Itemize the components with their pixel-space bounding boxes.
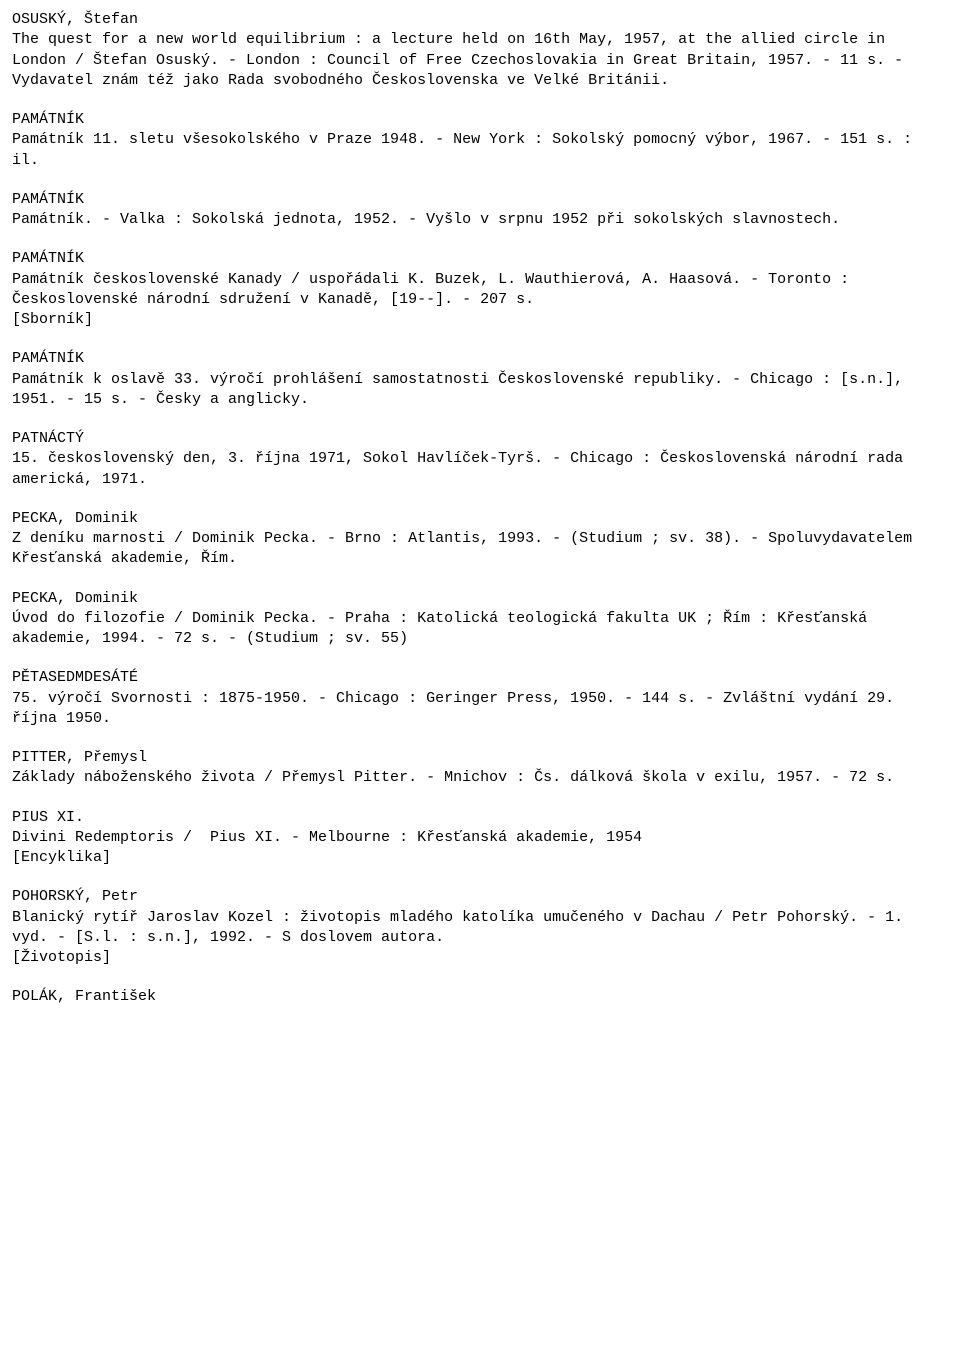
bibliography-entry: PAMÁTNÍKPamátník k oslavě 33. výročí pro… <box>12 349 948 410</box>
entry-body: 15. československý den, 3. října 1971, S… <box>12 449 948 490</box>
entry-body: The quest for a new world equilibrium : … <box>12 30 948 91</box>
entry-heading: OSUSKÝ, Štefan <box>12 10 948 30</box>
bibliography-entry: POHORSKÝ, PetrBlanický rytíř Jaroslav Ko… <box>12 887 948 968</box>
entry-body: Blanický rytíř Jaroslav Kozel : životopi… <box>12 908 948 969</box>
entry-heading: PAMÁTNÍK <box>12 349 948 369</box>
entry-heading: PAMÁTNÍK <box>12 249 948 269</box>
bibliography-list: OSUSKÝ, ŠtefanThe quest for a new world … <box>12 10 948 1008</box>
entry-body: Památník k oslavě 33. výročí prohlášení … <box>12 370 948 411</box>
bibliography-entry: PAMÁTNÍKPamátník 11. sletu všesokolského… <box>12 110 948 171</box>
bibliography-entry: PAMÁTNÍKPamátník československé Kanady /… <box>12 249 948 330</box>
entry-heading: PAMÁTNÍK <box>12 190 948 210</box>
entry-body: Památník. - Valka : Sokolská jednota, 19… <box>12 210 948 230</box>
entry-body: Základy náboženského života / Přemysl Pi… <box>12 768 948 788</box>
bibliography-entry: PATNÁCTÝ15. československý den, 3. října… <box>12 429 948 490</box>
entry-heading: PITTER, Přemysl <box>12 748 948 768</box>
entry-body: Úvod do filozofie / Dominik Pecka. - Pra… <box>12 609 948 650</box>
entry-heading: POLÁK, František <box>12 987 948 1007</box>
entry-heading: PATNÁCTÝ <box>12 429 948 449</box>
entry-heading: PĚTASEDMDESÁTÉ <box>12 668 948 688</box>
bibliography-entry: PECKA, DominikZ deníku marnosti / Domini… <box>12 509 948 570</box>
bibliography-entry: PAMÁTNÍKPamátník. - Valka : Sokolská jed… <box>12 190 948 231</box>
entry-body: Památník 11. sletu všesokolského v Praze… <box>12 130 948 171</box>
entry-body: Divini Redemptoris / Pius XI. - Melbourn… <box>12 828 948 869</box>
entry-heading: PAMÁTNÍK <box>12 110 948 130</box>
entry-body: 75. výročí Svornosti : 1875-1950. - Chic… <box>12 689 948 730</box>
entry-heading: PECKA, Dominik <box>12 509 948 529</box>
bibliography-entry: PĚTASEDMDESÁTÉ75. výročí Svornosti : 187… <box>12 668 948 729</box>
bibliography-entry: OSUSKÝ, ŠtefanThe quest for a new world … <box>12 10 948 91</box>
bibliography-entry: PECKA, DominikÚvod do filozofie / Domini… <box>12 589 948 650</box>
bibliography-entry: PITTER, PřemyslZáklady náboženského živo… <box>12 748 948 789</box>
entry-heading: PIUS XI. <box>12 808 948 828</box>
entry-heading: POHORSKÝ, Petr <box>12 887 948 907</box>
entry-body: Z deníku marnosti / Dominik Pecka. - Brn… <box>12 529 948 570</box>
entry-body: Památník československé Kanady / uspořád… <box>12 270 948 331</box>
bibliography-entry: PIUS XI.Divini Redemptoris / Pius XI. - … <box>12 808 948 869</box>
entry-heading: PECKA, Dominik <box>12 589 948 609</box>
bibliography-entry: POLÁK, František <box>12 987 948 1007</box>
